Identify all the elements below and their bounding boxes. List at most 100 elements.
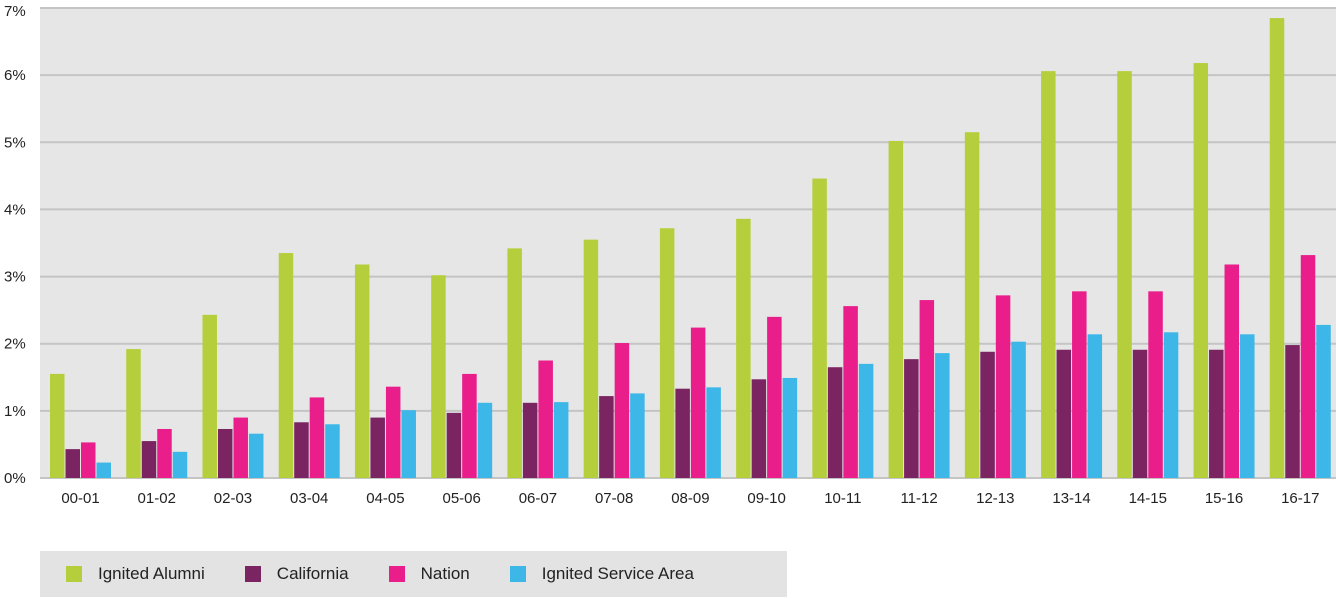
bar	[706, 387, 721, 478]
bar	[278, 253, 294, 478]
y-tick-label: 6%	[4, 67, 26, 84]
bar	[157, 428, 172, 478]
x-tick-label: 00-01	[61, 490, 99, 507]
x-tick-label: 16-17	[1281, 490, 1319, 507]
bar	[904, 359, 919, 478]
bar	[690, 327, 706, 478]
bar	[477, 402, 493, 478]
bar	[507, 248, 522, 478]
bar	[1193, 63, 1209, 479]
legend-label: Ignited Alumni	[98, 564, 205, 583]
legend-label: Ignited Service Area	[541, 564, 694, 583]
bar	[370, 417, 385, 478]
x-tick-label: 15-16	[1205, 490, 1243, 507]
y-tick-label: 5%	[4, 134, 26, 151]
x-tick-label: 01-02	[138, 490, 176, 507]
legend-item: Ignited Alumni	[66, 564, 205, 584]
bar	[1163, 332, 1179, 478]
legend-swatch	[244, 566, 261, 582]
bar	[827, 367, 843, 478]
bar	[141, 441, 157, 478]
x-tick-label: 04-05	[366, 490, 404, 507]
bar	[1224, 264, 1240, 478]
legend-item: Ignited Service Area	[509, 564, 694, 584]
legend-label: Nation	[420, 564, 470, 583]
bar	[995, 295, 1011, 478]
bar	[1148, 291, 1163, 478]
x-tick-label: 10-11	[824, 490, 861, 507]
bar	[50, 373, 65, 478]
y-tick-label: 7%	[4, 3, 26, 20]
bar	[217, 428, 233, 478]
bar	[1316, 324, 1331, 478]
y-tick-label: 1%	[4, 403, 26, 420]
bar	[431, 275, 446, 478]
chart: 0% 1% 2% 3% 4% 5% 6% 7% 00-01 01-02 02-03 03-04 04-…	[4, 3, 1336, 507]
bar	[81, 442, 96, 478]
bar	[462, 373, 477, 478]
legend-swatch	[388, 566, 405, 582]
bar	[1117, 71, 1132, 478]
bar	[96, 462, 111, 478]
bar	[1285, 345, 1300, 478]
x-tick-label: 12-13	[976, 490, 1014, 507]
bar	[538, 360, 553, 478]
x-tick-label: 13-14	[1052, 490, 1090, 507]
bar	[919, 300, 935, 478]
x-tick-label: 05-06	[442, 490, 480, 507]
bar	[659, 228, 675, 478]
bar	[126, 349, 141, 478]
x-tick-label: 06-07	[519, 490, 557, 507]
bar	[935, 353, 950, 478]
legend-swatch	[509, 566, 526, 582]
y-tick-label: 0%	[4, 470, 26, 487]
bar	[583, 239, 599, 478]
bar	[446, 412, 462, 478]
bar	[1300, 255, 1316, 478]
bar	[675, 388, 690, 478]
bar	[782, 377, 798, 478]
legend-item: Nation	[388, 564, 470, 584]
bar	[325, 424, 340, 478]
bar	[172, 451, 188, 478]
x-tick-label: 02-03	[214, 490, 252, 507]
bar	[1072, 291, 1087, 478]
bar	[1087, 334, 1103, 478]
bar	[65, 449, 80, 478]
bar	[354, 264, 370, 478]
bar	[843, 306, 858, 478]
x-tick-label: 03-04	[290, 490, 328, 507]
bar	[751, 379, 767, 478]
bar	[1240, 334, 1255, 478]
bar	[980, 351, 995, 478]
y-axis: 0% 1% 2% 3% 4% 5% 6% 7%	[4, 3, 26, 487]
bar	[599, 396, 614, 478]
x-tick-label: 07-08	[595, 490, 633, 507]
bar	[1041, 71, 1056, 478]
bar	[401, 410, 416, 478]
legend: Ignited Alumni California Nation Ignited Se…	[40, 551, 787, 597]
bar	[522, 402, 538, 478]
bar	[1132, 349, 1148, 478]
x-axis: 00-01 01-02 02-03 03-04 04-05 05-06 06-07 07-08…	[61, 490, 1319, 507]
bar	[1056, 349, 1072, 478]
bar	[385, 386, 401, 478]
bar	[202, 314, 217, 478]
bar	[1011, 341, 1026, 478]
x-tick-label: 11-12	[900, 490, 937, 507]
bar	[736, 218, 751, 479]
bar	[248, 433, 264, 478]
bar	[888, 140, 904, 478]
bar	[1269, 18, 1285, 478]
bar	[630, 393, 645, 478]
bar	[233, 417, 248, 478]
bars	[50, 18, 1331, 479]
y-tick-label: 3%	[4, 269, 26, 286]
x-tick-label: 08-09	[671, 490, 709, 507]
bar	[614, 343, 630, 478]
bar	[1209, 349, 1224, 478]
bar	[294, 422, 309, 478]
legend-swatch	[66, 566, 82, 582]
bar	[767, 316, 782, 478]
bar	[858, 363, 874, 478]
